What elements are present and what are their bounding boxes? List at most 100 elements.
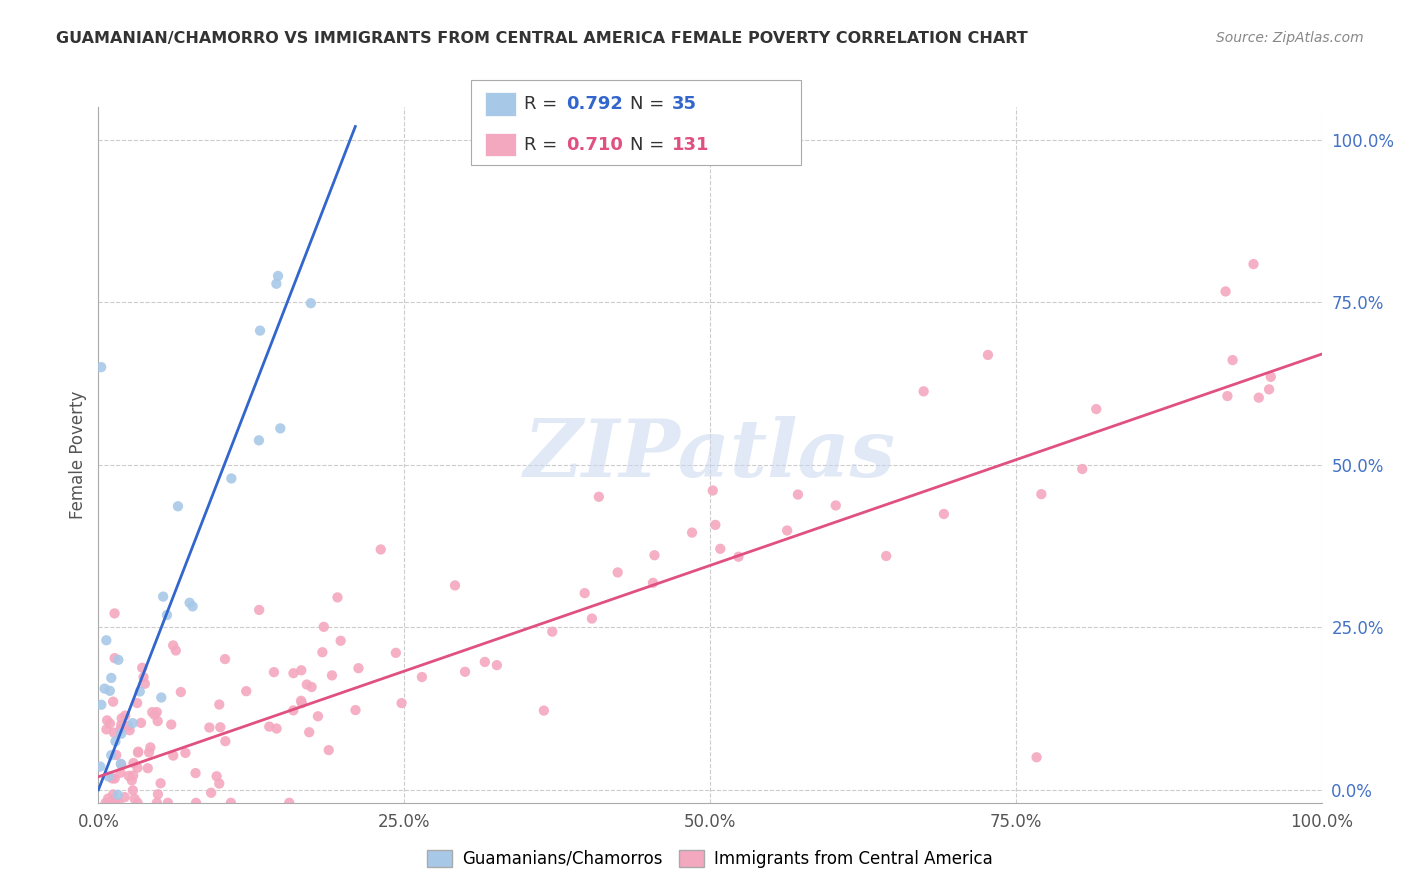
Text: ZIPatlas: ZIPatlas bbox=[524, 417, 896, 493]
Point bbox=[110, 765, 132, 780]
Point bbox=[103, 725, 125, 739]
Point bbox=[824, 499, 846, 513]
Point bbox=[139, 740, 162, 755]
Point bbox=[326, 591, 349, 605]
Text: Source: ZipAtlas.com: Source: ZipAtlas.com bbox=[1216, 31, 1364, 45]
Point bbox=[89, 759, 111, 773]
Point bbox=[312, 620, 335, 634]
Point bbox=[96, 714, 118, 728]
Point bbox=[131, 661, 153, 675]
Text: 131: 131 bbox=[672, 136, 710, 153]
Point bbox=[278, 796, 301, 810]
Point bbox=[321, 668, 343, 682]
Point bbox=[122, 756, 145, 770]
Point bbox=[160, 717, 183, 731]
Text: N =: N = bbox=[630, 95, 669, 113]
Point bbox=[104, 796, 127, 810]
Point bbox=[143, 707, 166, 722]
Point bbox=[283, 666, 305, 681]
Point bbox=[263, 665, 285, 680]
Point bbox=[454, 665, 477, 679]
Point bbox=[127, 696, 149, 710]
Point bbox=[266, 277, 288, 291]
Point bbox=[727, 549, 749, 564]
Point bbox=[391, 696, 413, 710]
Point bbox=[122, 768, 145, 782]
Point bbox=[1215, 285, 1237, 299]
Point bbox=[533, 704, 555, 718]
Point bbox=[114, 708, 136, 723]
Point bbox=[606, 566, 628, 580]
Point bbox=[295, 677, 318, 691]
Point bbox=[156, 607, 179, 622]
Point bbox=[118, 769, 141, 783]
Point bbox=[134, 677, 156, 691]
Point bbox=[581, 611, 603, 625]
Point bbox=[1025, 750, 1047, 764]
Point bbox=[181, 599, 204, 614]
Point bbox=[704, 517, 727, 532]
Point bbox=[208, 698, 231, 712]
Point bbox=[162, 639, 184, 653]
Point bbox=[96, 633, 118, 648]
Point bbox=[98, 716, 121, 731]
Point bbox=[165, 643, 187, 657]
Point bbox=[121, 773, 143, 788]
Point bbox=[444, 578, 467, 592]
Point bbox=[110, 756, 132, 771]
Point bbox=[146, 714, 169, 728]
Point bbox=[97, 796, 120, 810]
Point bbox=[179, 596, 201, 610]
Point bbox=[170, 685, 193, 699]
Point bbox=[329, 633, 352, 648]
Point bbox=[111, 822, 134, 836]
Point bbox=[1260, 369, 1282, 384]
Point bbox=[107, 796, 129, 810]
Point bbox=[127, 761, 149, 775]
Point bbox=[298, 725, 321, 739]
Text: N =: N = bbox=[630, 136, 669, 153]
Point bbox=[156, 796, 179, 810]
Point bbox=[132, 670, 155, 684]
Point bbox=[235, 684, 257, 698]
Point bbox=[174, 746, 197, 760]
Point bbox=[145, 705, 167, 719]
Point bbox=[267, 268, 290, 283]
Point bbox=[474, 655, 496, 669]
Point bbox=[129, 715, 152, 730]
Point bbox=[94, 802, 117, 816]
Point bbox=[111, 711, 134, 725]
Text: 0.710: 0.710 bbox=[567, 136, 623, 153]
Point bbox=[301, 680, 323, 694]
Point bbox=[104, 734, 127, 748]
Point bbox=[150, 690, 173, 705]
Point bbox=[588, 490, 610, 504]
Point bbox=[121, 783, 143, 797]
Point bbox=[105, 747, 128, 762]
Point bbox=[127, 745, 149, 759]
Point bbox=[100, 796, 122, 810]
Point bbox=[221, 471, 243, 485]
Point bbox=[117, 719, 139, 733]
Point bbox=[1243, 257, 1265, 271]
Point bbox=[124, 792, 146, 806]
Point bbox=[93, 681, 115, 696]
Point bbox=[1071, 462, 1094, 476]
Point bbox=[121, 716, 143, 731]
Point bbox=[249, 324, 271, 338]
Point bbox=[90, 698, 112, 712]
Point bbox=[96, 723, 118, 737]
Point bbox=[110, 717, 132, 731]
Point bbox=[107, 653, 129, 667]
Point bbox=[681, 525, 703, 540]
Point bbox=[97, 769, 120, 783]
Point bbox=[104, 651, 127, 665]
Point bbox=[932, 507, 955, 521]
Point bbox=[247, 434, 270, 448]
Point bbox=[485, 658, 508, 673]
Point bbox=[110, 722, 132, 736]
Point bbox=[344, 703, 367, 717]
Point bbox=[97, 791, 120, 805]
Point bbox=[318, 743, 340, 757]
Point bbox=[98, 815, 121, 830]
